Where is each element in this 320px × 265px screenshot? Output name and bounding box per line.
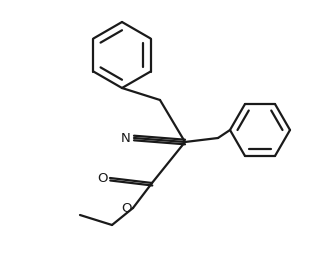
Text: O: O (98, 171, 108, 184)
Text: O: O (121, 201, 131, 214)
Text: N: N (121, 131, 131, 144)
